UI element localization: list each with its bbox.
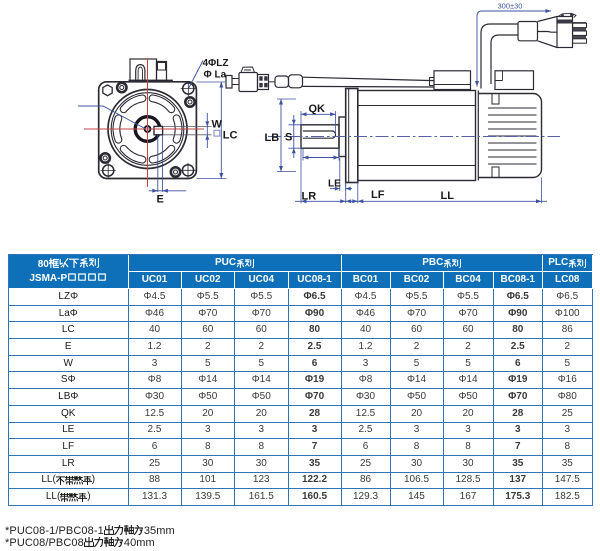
svg-text:LE: LE <box>328 179 341 190</box>
svg-text:QK: QK <box>309 103 326 115</box>
svg-text:W: W <box>212 119 223 131</box>
svg-text:E: E <box>157 194 164 206</box>
svg-text:LB: LB <box>265 132 280 144</box>
svg-text:300±30: 300±30 <box>498 2 523 11</box>
svg-text:LR: LR <box>302 191 317 203</box>
svg-text:4ΦLZ: 4ΦLZ <box>203 58 229 69</box>
svg-text:Φ La: Φ La <box>204 70 227 81</box>
svg-text:LL: LL <box>441 190 455 202</box>
svg-text:S: S <box>285 132 292 144</box>
svg-text:LC: LC <box>223 130 238 142</box>
svg-text:LF: LF <box>371 189 385 201</box>
